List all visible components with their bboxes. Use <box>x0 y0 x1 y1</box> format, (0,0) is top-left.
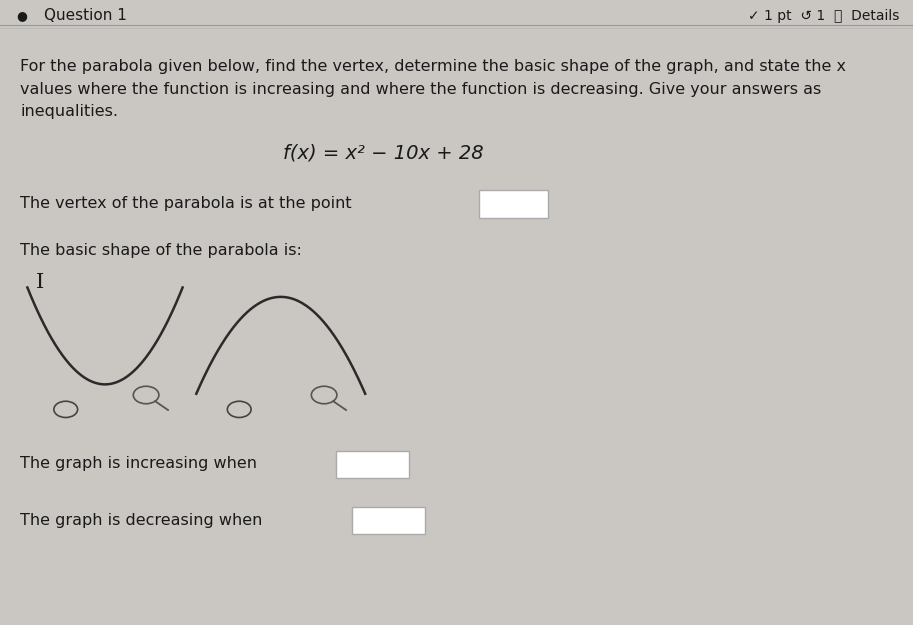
FancyBboxPatch shape <box>479 190 548 218</box>
Text: For the parabola given below, find the vertex, determine the basic shape of the : For the parabola given below, find the v… <box>20 59 846 119</box>
Text: The graph is increasing when: The graph is increasing when <box>20 456 257 471</box>
FancyBboxPatch shape <box>352 507 425 534</box>
Text: ●: ● <box>16 9 27 22</box>
FancyBboxPatch shape <box>336 451 409 478</box>
Text: I: I <box>36 273 45 292</box>
Text: The graph is decreasing when: The graph is decreasing when <box>20 512 262 528</box>
Text: The basic shape of the parabola is:: The basic shape of the parabola is: <box>20 242 302 258</box>
Text: ✓ 1 pt  ↺ 1  ⓘ  Details: ✓ 1 pt ↺ 1 ⓘ Details <box>748 9 899 22</box>
Text: f(x) = x² − 10x + 28: f(x) = x² − 10x + 28 <box>283 144 484 162</box>
Text: The vertex of the parabola is at the point: The vertex of the parabola is at the poi… <box>20 196 352 211</box>
Text: Question 1: Question 1 <box>44 8 127 23</box>
